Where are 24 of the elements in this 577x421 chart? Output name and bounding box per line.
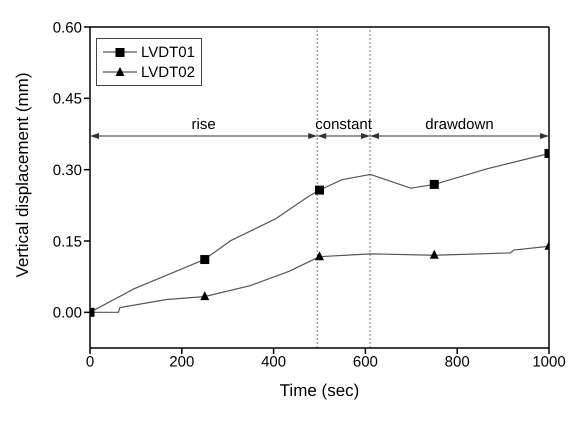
- x-tick-label: 1000: [532, 354, 566, 371]
- annotation: constant: [315, 116, 373, 133]
- y-tick-label: 0.30: [52, 162, 82, 179]
- legend-label: LVDT01: [141, 44, 195, 60]
- x-tick-label: 600: [352, 354, 378, 371]
- x-tick-label: 400: [261, 354, 286, 371]
- x-tick-label: 800: [444, 354, 470, 371]
- y-tick-label: 0.45: [52, 90, 82, 108]
- y-tick-label: 0.15: [52, 233, 82, 250]
- y-tick-label: 0.60: [52, 19, 82, 36]
- point: [200, 291, 210, 300]
- y-axis-title: Vertical displacement (mm): [13, 72, 32, 278]
- legend-label: LVDT02: [141, 64, 195, 80]
- annotation: drawdown: [425, 116, 494, 133]
- point: [430, 180, 439, 189]
- x-tick-label: 200: [169, 354, 194, 371]
- x-axis-title: Time (sec): [280, 381, 360, 400]
- point: [200, 255, 210, 264]
- x-tick-label: 0: [86, 354, 94, 371]
- point: [430, 250, 439, 259]
- y-tick-label: 0.00: [52, 304, 82, 322]
- annotation: rise: [192, 116, 216, 133]
- point: [315, 186, 324, 195]
- point: [315, 251, 324, 260]
